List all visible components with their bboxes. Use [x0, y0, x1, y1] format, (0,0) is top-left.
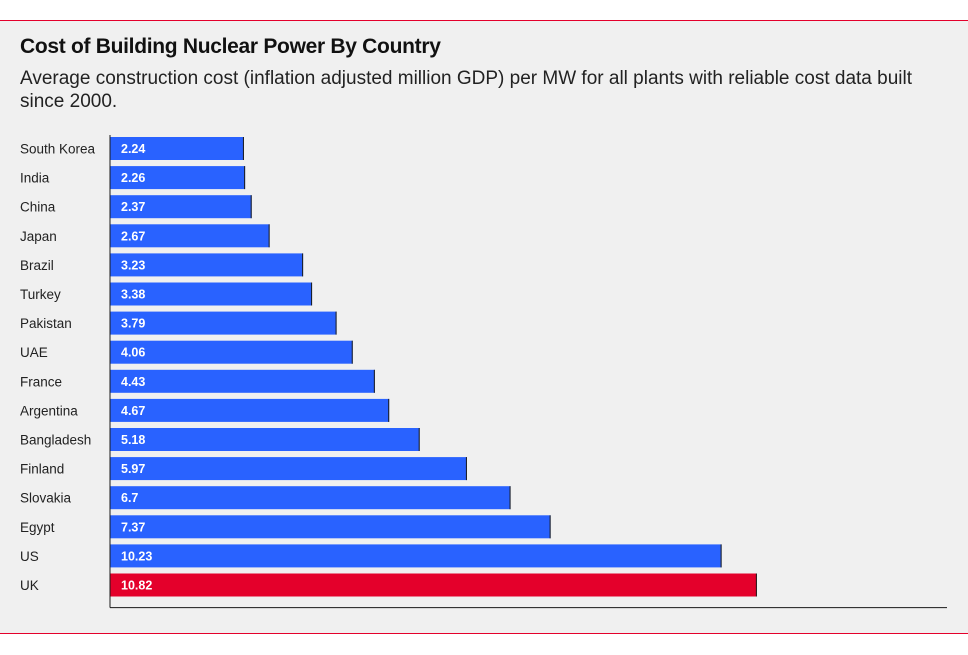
bar — [110, 457, 467, 481]
value-label: 5.97 — [121, 462, 145, 476]
value-label: 4.67 — [121, 404, 145, 418]
category-label: Japan — [20, 229, 57, 244]
bar — [110, 311, 337, 335]
bar — [110, 166, 246, 190]
category-label: India — [20, 171, 50, 186]
category-label: France — [20, 374, 62, 389]
value-label: 2.24 — [121, 142, 145, 156]
value-label: 7.37 — [121, 520, 145, 534]
chart-title: Cost of Building Nuclear Power By Countr… — [20, 35, 441, 58]
bar — [110, 253, 304, 277]
value-label: 2.37 — [121, 200, 145, 214]
bar — [110, 398, 390, 422]
value-label: 2.26 — [121, 171, 145, 185]
value-label: 10.82 — [121, 579, 152, 593]
bar — [110, 544, 722, 568]
bar — [110, 224, 270, 248]
value-label: 2.67 — [121, 229, 145, 243]
category-label: Pakistan — [20, 316, 72, 331]
category-label: South Korea — [20, 142, 96, 157]
bar — [110, 486, 511, 510]
chart-subtitle: Average construction cost (inflation adj… — [20, 68, 912, 112]
value-label: 6.7 — [121, 491, 138, 505]
bar — [110, 573, 757, 597]
category-label: Egypt — [20, 520, 55, 535]
value-label: 3.23 — [121, 258, 145, 272]
bar — [110, 137, 244, 160]
category-label: Slovakia — [20, 491, 72, 506]
bar — [110, 515, 551, 539]
category-label: UAE — [20, 345, 48, 360]
value-label: 10.23 — [121, 549, 152, 563]
category-label: Bangladesh — [20, 433, 91, 448]
value-label: 3.38 — [121, 288, 145, 302]
bar — [110, 195, 252, 219]
category-label: Argentina — [20, 403, 78, 418]
category-label: China — [20, 200, 56, 215]
category-label: Turkey — [20, 287, 61, 302]
bar — [110, 282, 313, 306]
category-label: UK — [20, 578, 39, 593]
bar — [110, 428, 420, 451]
category-label: Finland — [20, 462, 64, 477]
bar — [110, 340, 353, 364]
value-label: 5.18 — [121, 433, 145, 447]
value-label: 3.79 — [121, 317, 145, 331]
category-label: US — [20, 549, 39, 564]
value-label: 4.43 — [121, 375, 145, 389]
bar — [110, 369, 375, 393]
category-label: Brazil — [20, 258, 54, 273]
value-label: 4.06 — [121, 346, 145, 360]
